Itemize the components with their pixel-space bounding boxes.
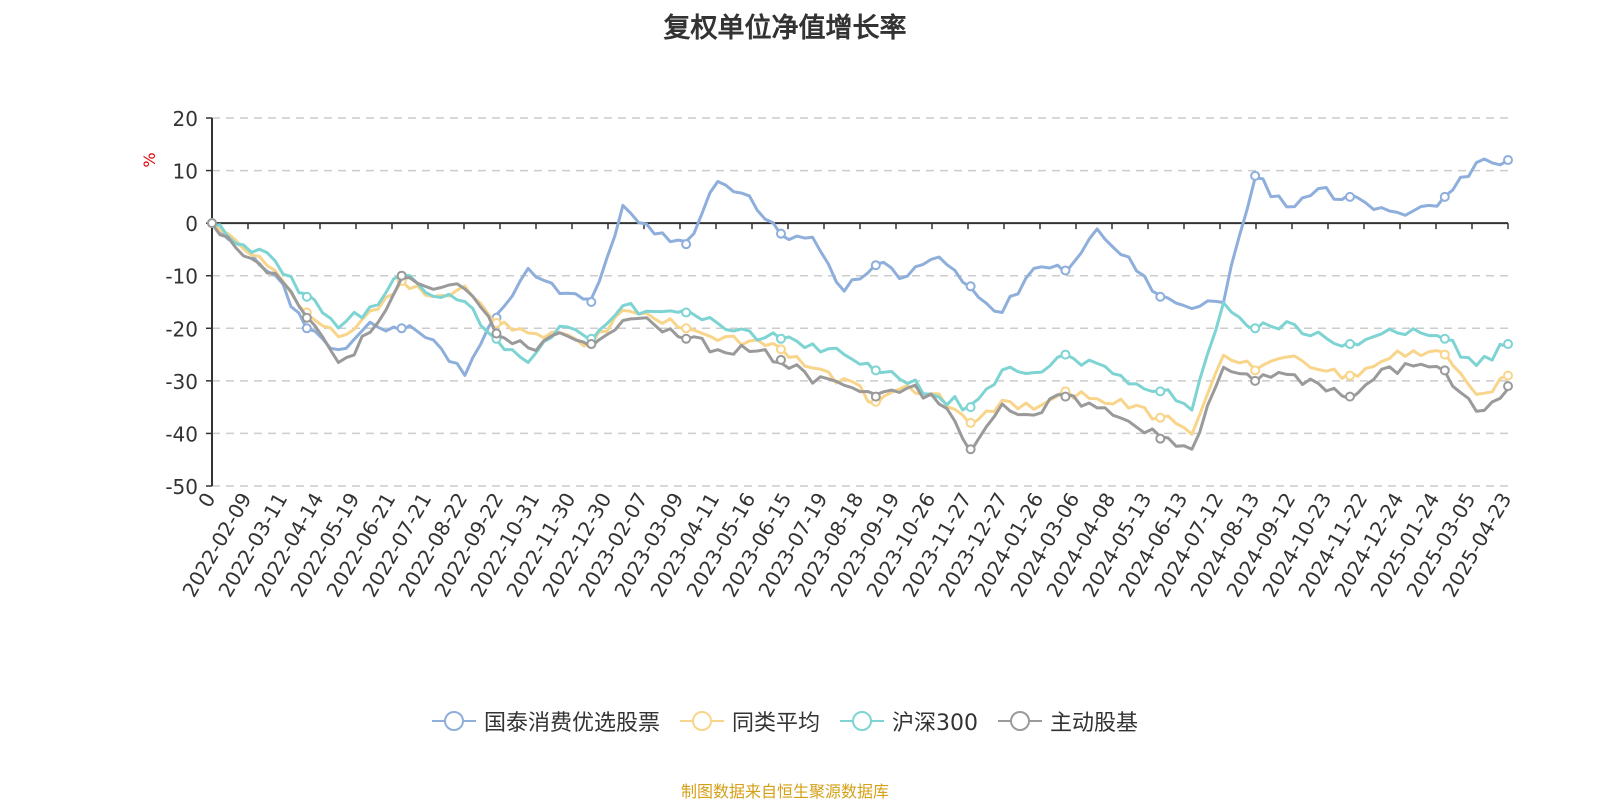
- y-tick-label: -50: [165, 475, 198, 499]
- series-point: [870, 260, 881, 271]
- series-point: [1344, 370, 1355, 381]
- series-line: [210, 220, 1509, 436]
- legend-item[interactable]: 沪深300: [840, 705, 978, 737]
- series-point: [1155, 291, 1166, 302]
- series-point: [681, 323, 692, 334]
- legend-marker-icon: [998, 711, 1042, 731]
- series-point: [1155, 433, 1166, 444]
- series-point: [1344, 391, 1355, 402]
- y-tick-label: -10: [165, 265, 198, 289]
- series-point: [1060, 349, 1071, 360]
- series-line: [210, 157, 1509, 377]
- legend-marker-icon: [840, 711, 884, 731]
- chart-title: 复权单位净值增长率: [663, 13, 907, 44]
- series-point: [1060, 265, 1071, 276]
- series-point: [1439, 333, 1450, 344]
- legend-label: 同类平均: [731, 711, 820, 736]
- legend-item[interactable]: 主动股基: [998, 705, 1138, 737]
- series-point: [1503, 370, 1513, 381]
- series-point: [681, 307, 692, 318]
- series-line: [211, 223, 1509, 412]
- series-point: [1344, 339, 1355, 350]
- series-point: [1344, 191, 1355, 202]
- series-point: [301, 323, 312, 334]
- series-point: [1250, 375, 1261, 386]
- series-point: [775, 228, 786, 239]
- series-point: [965, 444, 976, 455]
- series-point: [1250, 323, 1261, 334]
- series-line: [210, 222, 1510, 454]
- series-point: [396, 270, 407, 281]
- legend-marker-icon: [679, 711, 724, 731]
- y-tick-label: 20: [173, 107, 198, 131]
- series-point: [1503, 381, 1513, 392]
- series-point: [207, 218, 217, 229]
- legend-item[interactable]: 国泰消费优选股票: [431, 705, 660, 737]
- series-point: [586, 339, 597, 350]
- source-note: 制图数据来自恒生聚源数据库: [680, 782, 889, 801]
- legend-item[interactable]: 同类平均: [679, 705, 820, 737]
- series-point: [965, 417, 976, 428]
- x-tick-label: 0: [193, 489, 220, 512]
- series-point: [775, 333, 786, 344]
- series-point: [1439, 349, 1450, 360]
- legend-label: 沪深300: [892, 711, 978, 736]
- legend-label: 主动股基: [1050, 711, 1139, 736]
- grid-lines: [212, 117, 1508, 487]
- series-point: [1503, 339, 1513, 350]
- series-point: [301, 312, 312, 323]
- series-point: [775, 354, 786, 365]
- series-point: [396, 323, 407, 334]
- line-chart: % 20100-10-20-30-40-5002022-02-092022-03…: [140, 107, 1516, 601]
- series-lines: [207, 155, 1513, 455]
- axes: 20100-10-20-30-40-5002022-02-092022-03-1…: [165, 107, 1516, 601]
- series-point: [1439, 365, 1450, 376]
- series-point: [870, 365, 881, 376]
- series-point: [1155, 386, 1166, 397]
- series-point: [681, 333, 692, 344]
- y-tick-label: 10: [173, 160, 198, 184]
- series-point: [491, 328, 502, 339]
- legend-label: 国泰消费优选股票: [483, 711, 660, 736]
- series-point: [1155, 412, 1166, 423]
- series-point: [1439, 191, 1450, 202]
- legend-marker-icon: [431, 711, 476, 731]
- series-point: [870, 391, 881, 402]
- y-tick-label: 0: [185, 212, 198, 236]
- series-point: [775, 344, 786, 355]
- y-axis-unit: %: [140, 152, 159, 167]
- y-tick-label: -20: [165, 317, 198, 341]
- series-point: [586, 297, 597, 307]
- y-tick-label: -30: [165, 370, 198, 394]
- legend: 国泰消费优选股票 同类平均 沪深300 主动股基: [0, 705, 1570, 737]
- series-point: [681, 239, 692, 250]
- y-tick-label: -40: [165, 422, 198, 446]
- series-point: [965, 402, 976, 413]
- series-point: [1503, 155, 1513, 166]
- series-point: [1250, 365, 1261, 376]
- series-point: [1250, 170, 1261, 181]
- series-point: [301, 291, 312, 302]
- series-point: [1060, 391, 1071, 402]
- series-point: [965, 281, 976, 292]
